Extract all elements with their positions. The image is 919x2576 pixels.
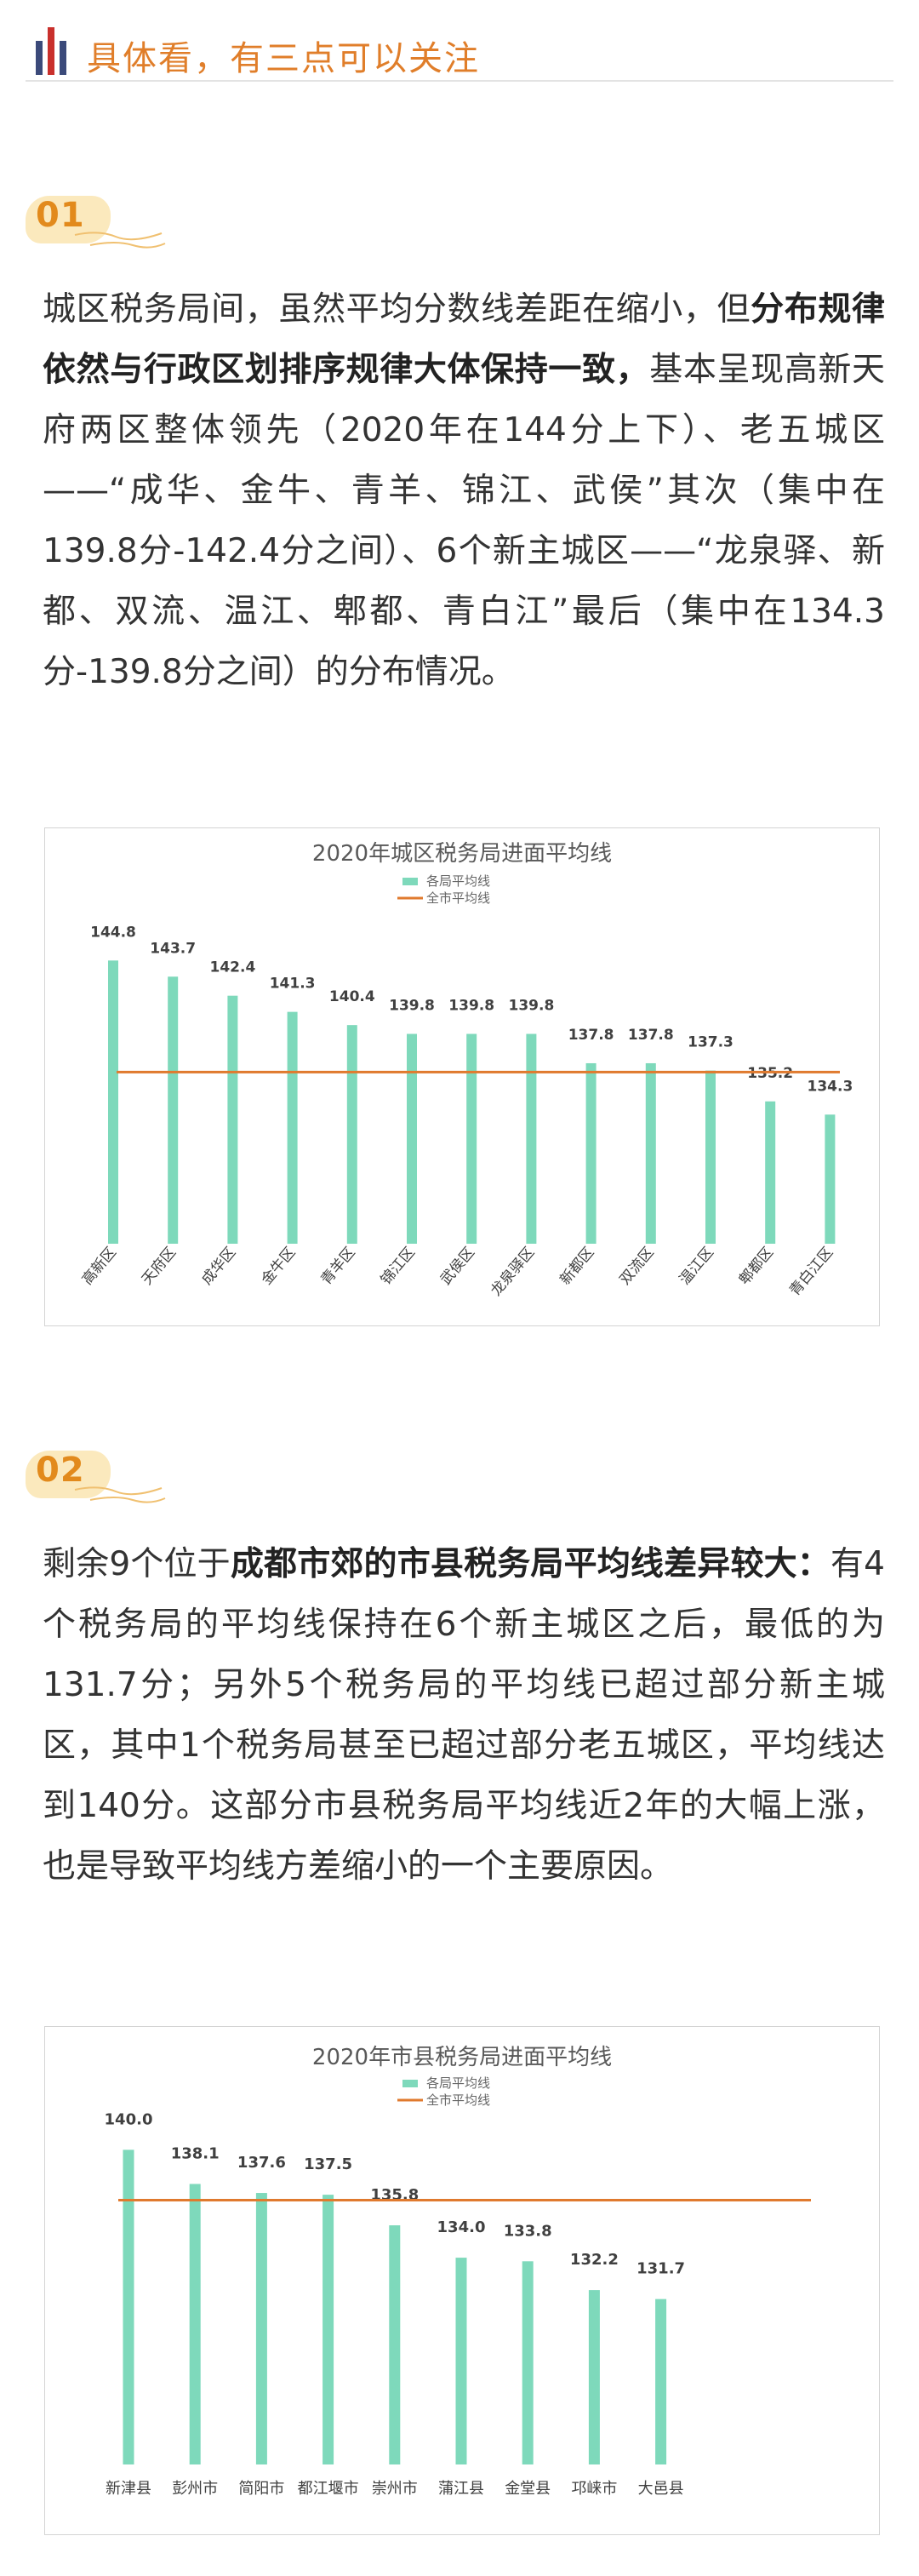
category-label: 天府区 [139,1244,180,1288]
category-label: 龙泉驿区 [488,1244,538,1299]
data-label: 134.0 [437,2218,486,2236]
category-label: 崇州市 [372,2480,418,2498]
bar [765,1101,776,1244]
bar [655,2298,667,2464]
section1-text-end: 基本呈现高新天府两区整体领先（2020年在144分上下）、老五城区——“成华、金… [43,351,885,691]
legend-label-bars: 各局平均线 [426,2075,490,2091]
data-label: 140.0 [105,2110,153,2128]
bar [466,1033,477,1244]
data-label: 140.4 [329,988,375,1005]
legend-swatch-bars [402,878,418,885]
category-label: 高新区 [79,1244,120,1288]
section-number: 02 [36,1451,85,1490]
squiggle-decoration-icon [74,1486,166,1503]
section-number: 01 [36,196,85,235]
data-label: 133.8 [504,2222,552,2240]
data-label: 131.7 [636,2260,685,2278]
data-label: 134.3 [808,1078,853,1095]
bar [522,2261,534,2464]
data-label: 139.8 [448,997,494,1014]
bar [323,2195,334,2464]
bar [526,1033,537,1244]
section2-paragraph: 剩余9个位于成都市郊的市县税务局平均线差异较大：有4个税务局的平均线保持在6个新… [43,1534,885,1897]
section2-text-end: 有4个税务局的平均线保持在6个新主城区之后，最低的为131.7分；另外5个税务局… [43,1545,885,1886]
chart-title: 2020年市县税务局进面平均线 [312,2045,612,2070]
bar [168,976,179,1244]
squiggle-decoration-icon [74,232,166,249]
bar [123,2150,134,2464]
legend-label-bars: 各局平均线 [426,873,490,889]
logo-bar [60,41,66,75]
data-label: 137.8 [628,1027,674,1044]
bar [255,2193,267,2464]
data-label: 139.8 [509,997,555,1014]
category-label: 锦江区 [378,1244,419,1288]
section2-text-start: 剩余9个位于 [43,1545,231,1583]
category-label: 武侯区 [437,1244,478,1288]
data-label: 143.7 [150,940,196,957]
category-label: 双流区 [617,1244,658,1288]
bar [825,1114,836,1244]
section-number-badge: 02 [26,1447,166,1507]
data-label: 137.8 [568,1027,614,1044]
data-label: 138.1 [171,2144,220,2162]
data-label: 132.2 [570,2251,619,2269]
category-label: 金牛区 [258,1244,299,1288]
legend-label-line: 全市平均线 [426,890,490,906]
bar [227,995,238,1244]
chart-card-county: 2020年市县税务局进面平均线各局平均线 全市平均线 140.0 新津县 138.1 彭州… [44,2026,880,2535]
category-label: 彭州市 [172,2480,218,2498]
category-label: 邛崃市 [571,2480,617,2498]
bar [585,1062,596,1244]
header-title: 具体看，有三点可以关注 [87,39,480,78]
bar [346,1025,357,1244]
bar [389,2225,401,2464]
section1-bold-text: 分布规律依然与行政区划排序规律大体保持一致， [43,290,885,389]
data-label: 144.8 [90,924,136,941]
legend-label-line: 全市平均线 [426,2092,490,2108]
category-label: 新津县 [106,2480,151,2498]
badge-background [26,196,111,243]
logo-bar [48,27,54,75]
category-label: 青羊区 [318,1244,359,1288]
category-label: 青白江区 [786,1244,836,1299]
section2-bold-text: 成都市郊的市县税务局平均线差异较大： [230,1545,831,1583]
category-label: 金堂县 [505,2480,551,2498]
section-number-badge: 01 [26,192,166,252]
badge-background [26,1451,111,1498]
data-label: 142.4 [210,959,256,976]
category-label: 都江堰市 [298,2480,359,2498]
bar [588,2290,600,2464]
bars-logo-icon [36,27,70,75]
category-label: 温江区 [676,1244,717,1288]
category-label: 成华区 [198,1244,239,1288]
category-label: 新都区 [557,1244,597,1288]
bar [407,1033,417,1244]
bar [189,2184,201,2464]
article-header: 具体看，有三点可以关注 [26,20,893,82]
data-label: 139.8 [389,997,435,1014]
legend-swatch-bars [402,2080,418,2087]
bar [287,1011,298,1244]
chart-title: 2020年城区税务局进面平均线 [312,841,612,867]
header-divider [26,80,893,82]
data-label: 137.3 [688,1034,733,1051]
logo-bar [36,41,43,75]
category-label: 蒲江县 [438,2480,484,2498]
data-label: 137.6 [237,2154,286,2172]
section1-paragraph: 城区税务局间，虽然平均分数线差距在缩小，但分布规律依然与行政区划排序规律大体保持… [43,279,885,702]
category-label: 郫都区 [736,1244,777,1288]
bar [705,1070,716,1244]
bar [108,960,118,1244]
category-label: 大邑县 [638,2480,684,2498]
section1-text-start: 城区税务局间，虽然平均分数线差距在缩小，但 [43,290,751,329]
data-label: 137.5 [304,2155,352,2173]
data-label: 141.3 [270,976,316,993]
category-label: 简阳市 [238,2480,284,2498]
chart-card-urban: 2020年城区税务局进面平均线各局平均线 全市平均线 144.8 高新区 143.7 天府… [44,827,880,1326]
bar [455,2258,467,2464]
bar [645,1062,656,1244]
